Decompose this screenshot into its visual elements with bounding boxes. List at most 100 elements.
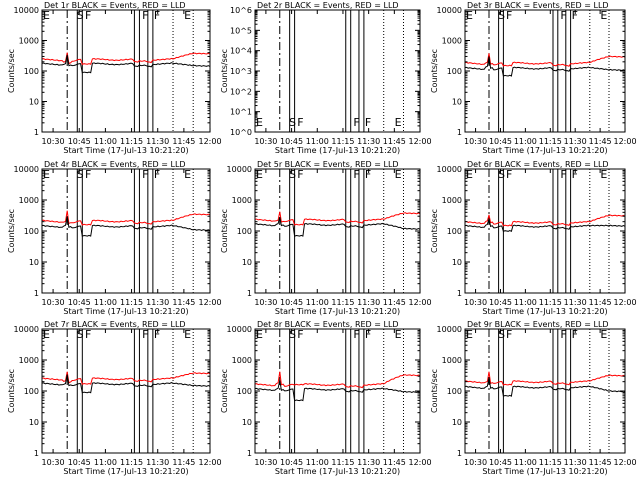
x-tick-label: 11:45 [172,137,195,146]
lld-series-line [464,214,626,227]
x-tick-label: 10:45 [280,298,303,307]
y-tick-label: 10000 [14,325,39,334]
event-marker-f: F [560,328,566,341]
x-tick-label: 10:30 [42,458,65,467]
event-marker-f: F [85,9,91,22]
x-tick-label: 10:45 [489,458,512,467]
x-tick-label: 10:45 [280,458,303,467]
x-tick-label: 11:15 [539,137,562,146]
y-tick-label: 1 [247,449,252,458]
x-tick-label: 11:45 [589,458,612,467]
y-tick-label: 1000 [232,356,252,365]
event-marker-f: F [506,328,512,341]
x-tick-label: 10:30 [254,137,277,146]
events-series-line [254,380,421,402]
event-marker-e: E [600,9,607,22]
event-marker-f: F [572,168,578,181]
lld-series-line [254,371,421,389]
event-marker-f: F [560,9,566,22]
event-marker-e: E [43,328,50,341]
event-marker-f: F [142,168,148,181]
y-tick-label: 100 [24,387,39,396]
x-tick-label: 12:00 [409,458,432,467]
y-tick-label: 1000 [232,196,252,205]
events-series-line [254,216,421,237]
event-marker-s: S [498,9,505,22]
x-tick-label: 11:45 [172,458,195,467]
y-tick-label: 10^4 [230,47,252,56]
event-marker-e: E [395,168,402,181]
x-tick-label: 11:30 [146,298,169,307]
x-tick-label: 12:00 [199,137,222,146]
x-tick-label: 10:30 [254,458,277,467]
x-tick-label: 11:15 [331,298,354,307]
events-series-line [41,374,211,394]
event-marker-s: S [498,168,505,181]
event-marker-e: E [395,116,402,129]
y-tick-label: 100 [447,67,462,76]
x-tick-label: 11:30 [357,137,380,146]
x-tick-label: 10:30 [464,137,487,146]
panel-title: Det 3r BLACK = Events, RED = LLD [467,1,609,10]
event-marker-s: S [77,168,84,181]
y-axis-label: Counts/sec [7,369,16,413]
y-tick-label: 100 [237,227,252,236]
lld-series-line [41,52,211,66]
event-marker-f: F [297,328,303,341]
event-marker-f: F [154,168,160,181]
y-tick-label: 1000 [19,37,39,46]
events-series-line [464,377,626,397]
x-tick-label: 12:00 [409,298,432,307]
event-marker-e: E [600,168,607,181]
y-tick-label: 10000 [14,6,39,15]
x-axis-label: Start Time (17-Jul-13 10:21:20) [482,307,607,316]
y-tick-label: 1 [34,449,39,458]
x-tick-label: 12:00 [614,458,637,467]
event-marker-s: S [289,116,296,129]
x-tick-label: 12:00 [199,298,222,307]
y-axis-label: Counts/sec [430,49,439,93]
y-tick-label: 10 [29,258,39,267]
y-tick-label: 10^2 [230,87,252,96]
y-tick-label: 10000 [437,165,462,174]
y-tick-label: 10000 [14,165,39,174]
events-series-line [464,56,626,77]
x-axis-label: Start Time (17-Jul-13 10:21:20) [482,467,607,476]
panel-title: Det 2r BLACK = Events, RED = LLD [257,1,399,10]
event-marker-s: S [289,168,296,181]
y-tick-label: 10 [29,98,39,107]
event-marker-e: E [43,9,50,22]
events-series-line [41,54,211,74]
event-marker-f: F [365,168,371,181]
event-marker-f: F [154,328,160,341]
x-tick-label: 11:30 [357,458,380,467]
panel-title: Det 5r BLACK = Events, RED = LLD [257,160,399,169]
panel-title: Det 9r BLACK = Events, RED = LLD [467,320,609,329]
x-tick-label: 10:45 [280,137,303,146]
x-tick-label: 11:30 [564,458,587,467]
y-tick-label: 1 [34,289,39,298]
y-tick-label: 1 [457,449,462,458]
event-marker-f: F [85,168,91,181]
event-marker-s: S [289,328,296,341]
event-marker-f: F [297,116,303,129]
y-tick-label: 10000 [437,325,462,334]
event-marker-e: E [184,328,191,341]
event-marker-f: F [560,168,566,181]
x-tick-label: 11:30 [564,298,587,307]
x-tick-label: 11:45 [589,137,612,146]
y-tick-label: 10000 [437,6,462,15]
y-tick-label: 10^6 [230,6,252,15]
event-marker-f: F [85,328,91,341]
lld-series-line [464,53,626,67]
lld-series-line [254,211,421,226]
event-marker-f: F [353,328,359,341]
y-tick-label: 10^3 [230,67,252,76]
lld-series-line [464,371,626,386]
event-marker-e: E [256,328,263,341]
y-axis-label: Counts/sec [220,49,229,93]
